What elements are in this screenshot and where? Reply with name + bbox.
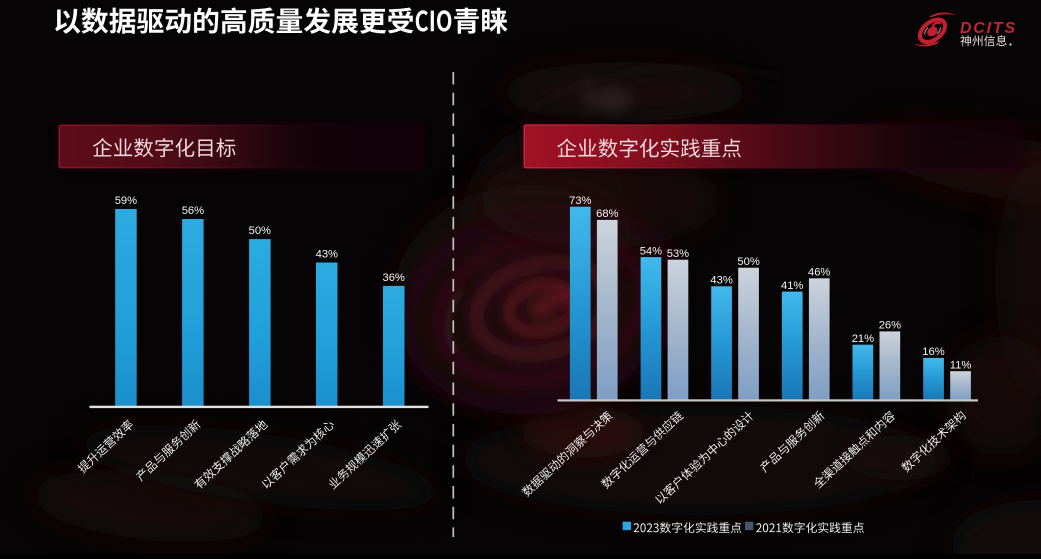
svg-text:DCITS: DCITS <box>960 20 1017 37</box>
svg-text:50%: 50% <box>249 225 271 237</box>
svg-text:43%: 43% <box>316 249 338 261</box>
svg-text:56%: 56% <box>182 205 204 217</box>
svg-text:73%: 73% <box>569 195 591 207</box>
svg-text:36%: 36% <box>382 272 404 284</box>
svg-text:41%: 41% <box>781 280 803 292</box>
svg-text:68%: 68% <box>596 208 618 220</box>
svg-text:11%: 11% <box>950 359 972 371</box>
svg-text:43%: 43% <box>710 275 732 287</box>
svg-text:26%: 26% <box>879 320 901 332</box>
svg-text:53%: 53% <box>667 248 689 260</box>
svg-text:54%: 54% <box>640 245 662 257</box>
svg-text:46%: 46% <box>808 267 830 279</box>
svg-text:59%: 59% <box>115 195 137 207</box>
svg-text:21%: 21% <box>852 333 874 345</box>
svg-text:50%: 50% <box>737 256 759 268</box>
svg-text:16%: 16% <box>922 346 944 358</box>
